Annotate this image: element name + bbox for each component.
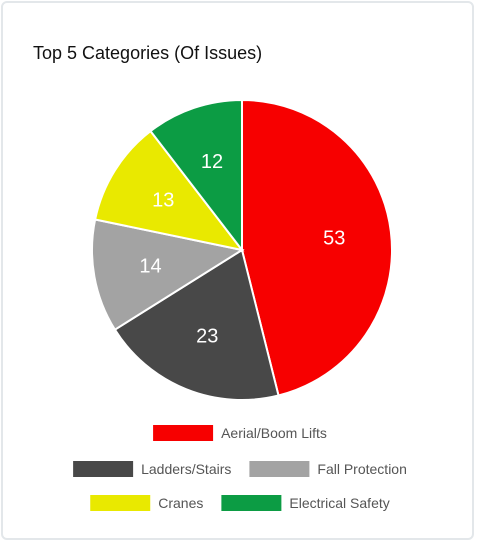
pie-slice-aerial-boom-lifts	[241, 98, 393, 397]
pie-slice-ladders-stairs	[113, 248, 280, 401]
chart-title: Top 5 Categories (Of Issues)	[33, 43, 263, 63]
legend-swatch-electrical-safety	[221, 495, 282, 511]
legend-label-fall-protection: Fall Protection	[317, 461, 406, 477]
pie-slice-cranes	[93, 129, 245, 252]
pie-slice-electrical-safety	[149, 98, 243, 253]
legend-swatch-aerial-boom-lifts	[153, 425, 214, 441]
legend-label-aerial-boom-lifts: Aerial/Boom Lifts	[221, 425, 327, 441]
slice-value-label-electrical-safety: 12	[201, 151, 223, 173]
legend: Aerial/Boom Lifts Ladders/Stairs Fall Prot…	[73, 425, 407, 511]
pie-labels: 53 23 14 13 12	[139, 151, 345, 347]
slice-value-label-fall-protection: 14	[139, 255, 161, 277]
legend-swatch-ladders-stairs	[73, 461, 134, 477]
legend-swatch-fall-protection	[249, 461, 310, 477]
legend-label-ladders-stairs: Ladders/Stairs	[141, 461, 231, 477]
pie-slice-fall-protection	[91, 218, 245, 332]
pie-slices	[91, 98, 393, 401]
legend-label-electrical-safety: Electrical Safety	[289, 495, 389, 511]
legend-label-cranes: Cranes	[158, 495, 203, 511]
slice-value-label-cranes: 13	[152, 190, 174, 212]
slice-value-label-aerial-boom-lifts: 53	[323, 228, 345, 250]
legend-swatch-cranes	[90, 495, 151, 511]
slice-value-label-ladders-stairs: 23	[196, 325, 218, 347]
